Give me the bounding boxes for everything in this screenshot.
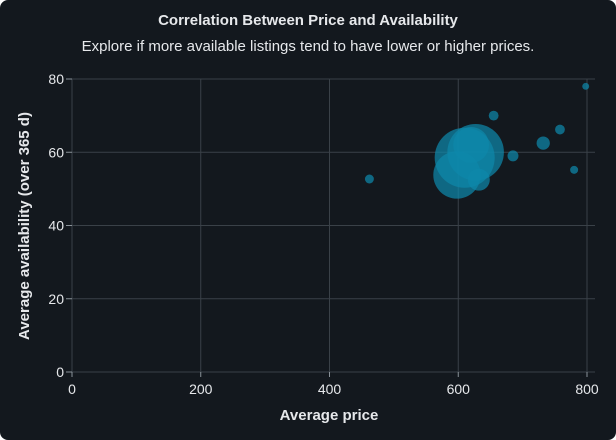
data-point[interactable] — [555, 124, 565, 135]
y-axis-title: Average availability (over 365 d) — [16, 112, 33, 340]
y-tick-label: 0 — [56, 364, 64, 380]
y-tick-label: 80 — [48, 71, 64, 87]
x-tick-label: 0 — [68, 381, 76, 397]
chart-subtitle: Explore if more available listings tend … — [81, 38, 535, 55]
x-axis-title: Average price — [280, 407, 379, 424]
data-point[interactable] — [467, 168, 490, 191]
chart-title: Correlation Between Price and Availabili… — [158, 12, 458, 29]
data-point[interactable] — [582, 82, 590, 90]
data-points[interactable] — [364, 82, 590, 199]
x-tick-label: 400 — [318, 381, 342, 397]
data-point[interactable] — [536, 136, 550, 150]
data-point[interactable] — [570, 165, 579, 174]
data-point[interactable] — [364, 174, 374, 184]
x-tick-label: 800 — [575, 381, 599, 397]
x-tick-label: 200 — [189, 381, 213, 397]
grid-lines — [71, 78, 595, 373]
data-point[interactable] — [488, 110, 499, 121]
y-tick-label: 20 — [48, 291, 64, 307]
data-point[interactable] — [507, 150, 519, 162]
axis-ticks: 0 200 400 600 800 0 20 40 60 80 — [48, 71, 598, 397]
y-tick-label: 40 — [48, 218, 64, 234]
y-tick-label: 60 — [48, 144, 64, 160]
data-point[interactable] — [447, 123, 504, 181]
x-tick-label: 600 — [447, 381, 471, 397]
